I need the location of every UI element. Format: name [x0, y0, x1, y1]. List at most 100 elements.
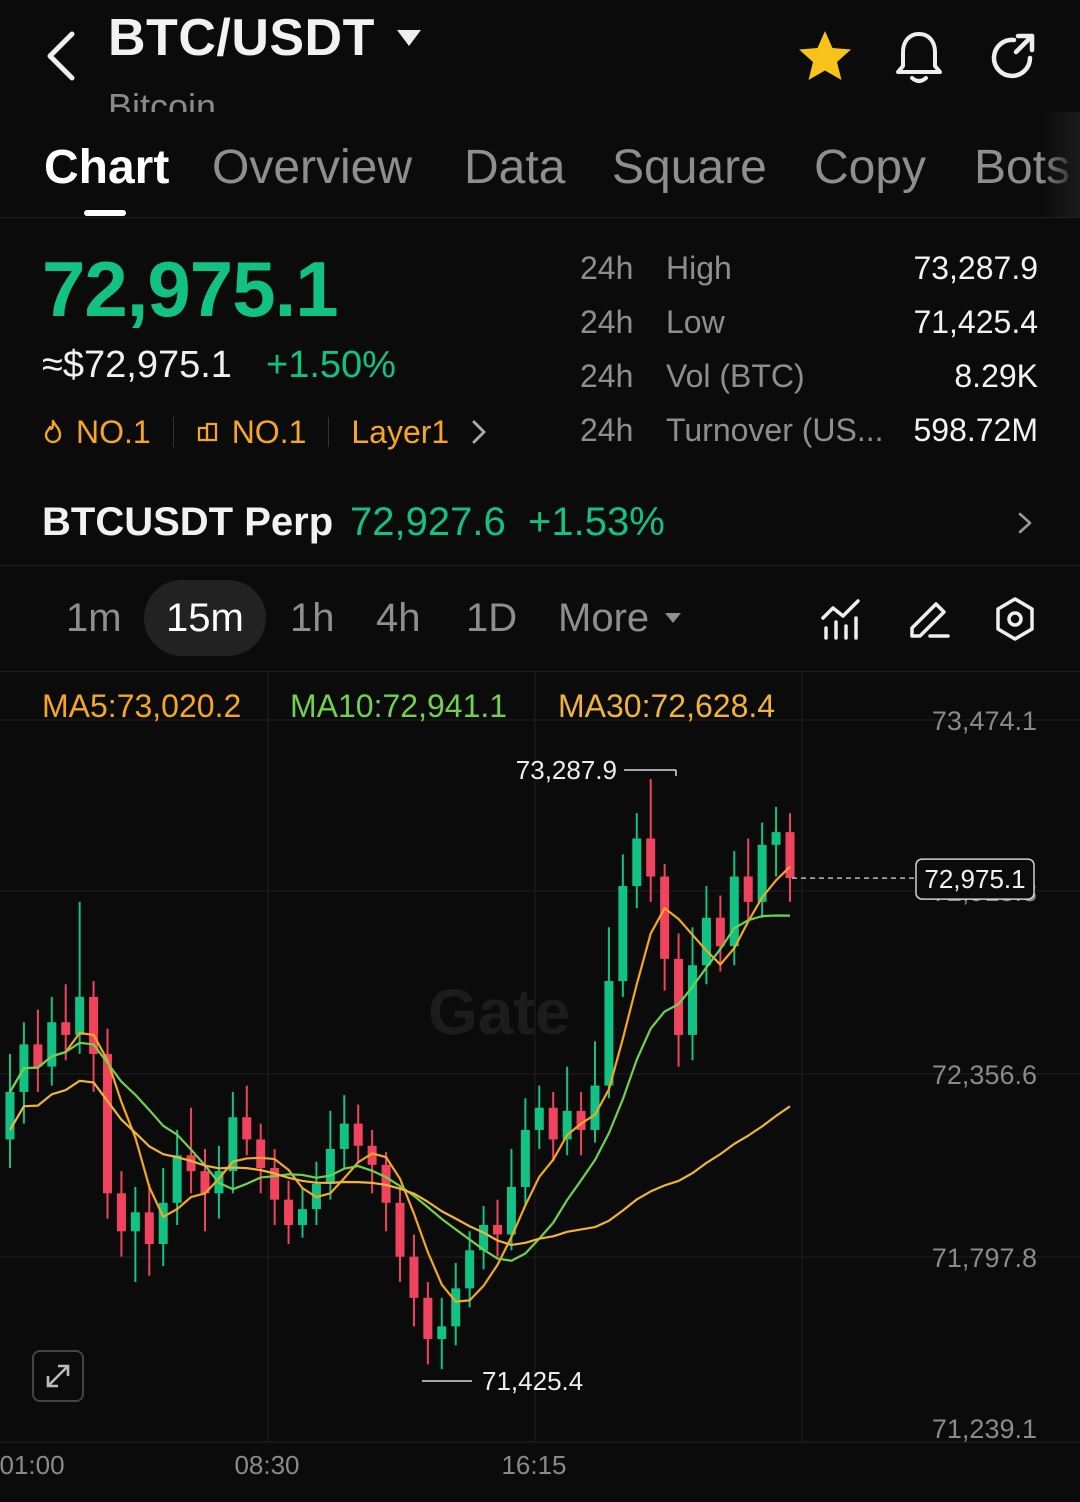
candle-body [562, 1110, 572, 1140]
candle-body [465, 1250, 475, 1289]
last-price: 72,975.1 [42, 245, 339, 333]
interval-4h[interactable]: 4h [376, 596, 421, 640]
stat-low: 24h Low 71,425.4 [580, 300, 1040, 354]
candle-body [75, 996, 85, 1035]
candle-body [534, 1107, 544, 1130]
active-tab-indicator [84, 210, 126, 216]
tab-overview[interactable]: Overview [212, 141, 413, 194]
share-icon[interactable] [984, 28, 1042, 86]
settings-icon[interactable] [992, 596, 1038, 642]
candle-body [618, 886, 628, 982]
perp-row[interactable]: BTCUSDT Perp 72,927.6 +1.53% [0, 482, 1080, 566]
candle-body [423, 1297, 433, 1340]
candlestick-chart[interactable]: Gate73,474.172,915.372,356.671,797.871,2… [0, 672, 1080, 1502]
tab-scroll-fade [1040, 112, 1080, 217]
interval-15m[interactable]: 15m [166, 596, 244, 640]
rank-market-cap[interactable]: NO.1 [196, 414, 306, 451]
low-price-label: 71,425.4 [482, 1366, 583, 1396]
divider [328, 417, 330, 447]
header: BTC/USDT Bitcoin [0, 0, 1080, 112]
candle-body [757, 844, 767, 902]
chevron-right-icon[interactable] [1016, 510, 1034, 536]
candle-body [674, 958, 684, 1035]
ma5-label: MA5:73,020.2 [42, 688, 242, 724]
candle-body [729, 876, 739, 947]
stat-period: 24h [580, 304, 634, 340]
tab-square[interactable]: Square [612, 141, 767, 194]
market-cap-icon [197, 422, 217, 442]
current-price-tag [915, 858, 1035, 900]
candle-body [270, 1167, 280, 1200]
perp-name: BTCUSDT Perp [42, 500, 334, 544]
candle-body [604, 981, 614, 1086]
tab-data[interactable]: Data [464, 141, 566, 194]
x-axis-label: 08:30 [234, 1450, 299, 1480]
stat-value: 598.72M [913, 412, 1038, 448]
rank-hot[interactable]: NO.1 [42, 414, 151, 451]
more-dropdown-icon[interactable] [664, 612, 682, 624]
candle-body [688, 965, 697, 1035]
high-price-label: 73,287.9 [516, 755, 617, 785]
candle-body [590, 1085, 600, 1130]
candle-body [200, 1171, 210, 1194]
candle-body [172, 1155, 182, 1203]
candle-body [130, 1212, 140, 1232]
candle-body [395, 1202, 405, 1257]
candle-body [771, 832, 781, 845]
perp-change: +1.53% [528, 500, 665, 544]
candle-body [548, 1107, 558, 1140]
stat-label: Turnover (US... [666, 412, 884, 448]
candle-body [506, 1186, 516, 1235]
candle-body [47, 1022, 57, 1067]
candle-body [228, 1117, 238, 1172]
watermark-text: Gate [428, 976, 570, 1048]
ma30-label: MA30:72,628.4 [558, 688, 776, 724]
sector-tag[interactable]: Layer1 [351, 413, 450, 450]
draw-pencil-icon[interactable] [906, 596, 952, 642]
tab-bar: Chart Overview Data Square Copy Bots [0, 112, 1080, 218]
candle-body [242, 1117, 252, 1140]
interval-more[interactable]: More [558, 596, 650, 640]
stat-value: 73,287.9 [913, 250, 1038, 286]
stat-high: 24h High 73,287.9 [580, 246, 1040, 300]
candle-body [632, 838, 642, 887]
tab-chart[interactable]: Chart [44, 141, 170, 194]
indicator-icon[interactable] [818, 596, 864, 642]
ma10-line [9, 914, 791, 1262]
candle-body [103, 1053, 112, 1194]
candle-body [158, 1202, 168, 1244]
candle-body [437, 1326, 447, 1340]
24h-stats: 24h High 73,287.9 24h Low 71,425.4 24h V… [580, 246, 1040, 462]
rank-hot-label: NO.1 [76, 413, 151, 450]
candle-body [660, 876, 670, 959]
fullscreen-button[interactable] [32, 1350, 84, 1402]
usd-price: ≈$72,975.1 [42, 344, 232, 386]
alert-bell-icon[interactable] [890, 28, 948, 86]
candle-body [144, 1212, 154, 1244]
rank-badges: NO.1 NO.1 Layer1 [42, 410, 489, 454]
x-axis-label: 16:15 [501, 1450, 566, 1480]
candle-body [701, 917, 711, 966]
stat-period: 24h [580, 412, 634, 448]
stat-label: High [666, 250, 732, 286]
favorite-star-icon[interactable] [796, 28, 854, 86]
pair-dropdown-icon[interactable] [396, 28, 422, 48]
chevron-right-icon[interactable] [469, 418, 489, 446]
interval-1m[interactable]: 1m [66, 596, 122, 640]
back-arrow-icon[interactable] [38, 28, 86, 84]
candle-body [479, 1224, 489, 1251]
candle-body [367, 1145, 377, 1165]
current-price-tag-text: 72,975.1 [924, 864, 1025, 894]
stat-value: 71,425.4 [913, 304, 1038, 340]
interval-1d[interactable]: 1D [466, 596, 518, 640]
candle-body [284, 1199, 294, 1225]
candle-body [381, 1164, 391, 1203]
pair-title[interactable]: BTC/USDT [108, 9, 375, 67]
candle-body [339, 1123, 349, 1149]
tab-copy[interactable]: Copy [814, 141, 927, 194]
candle-body [576, 1110, 586, 1130]
stat-volume: 24h Vol (BTC) 8.29K [580, 354, 1040, 408]
y-axis-label: 71,797.8 [932, 1243, 1037, 1273]
interval-1h[interactable]: 1h [290, 596, 335, 640]
selected-interval-pill [144, 580, 266, 656]
